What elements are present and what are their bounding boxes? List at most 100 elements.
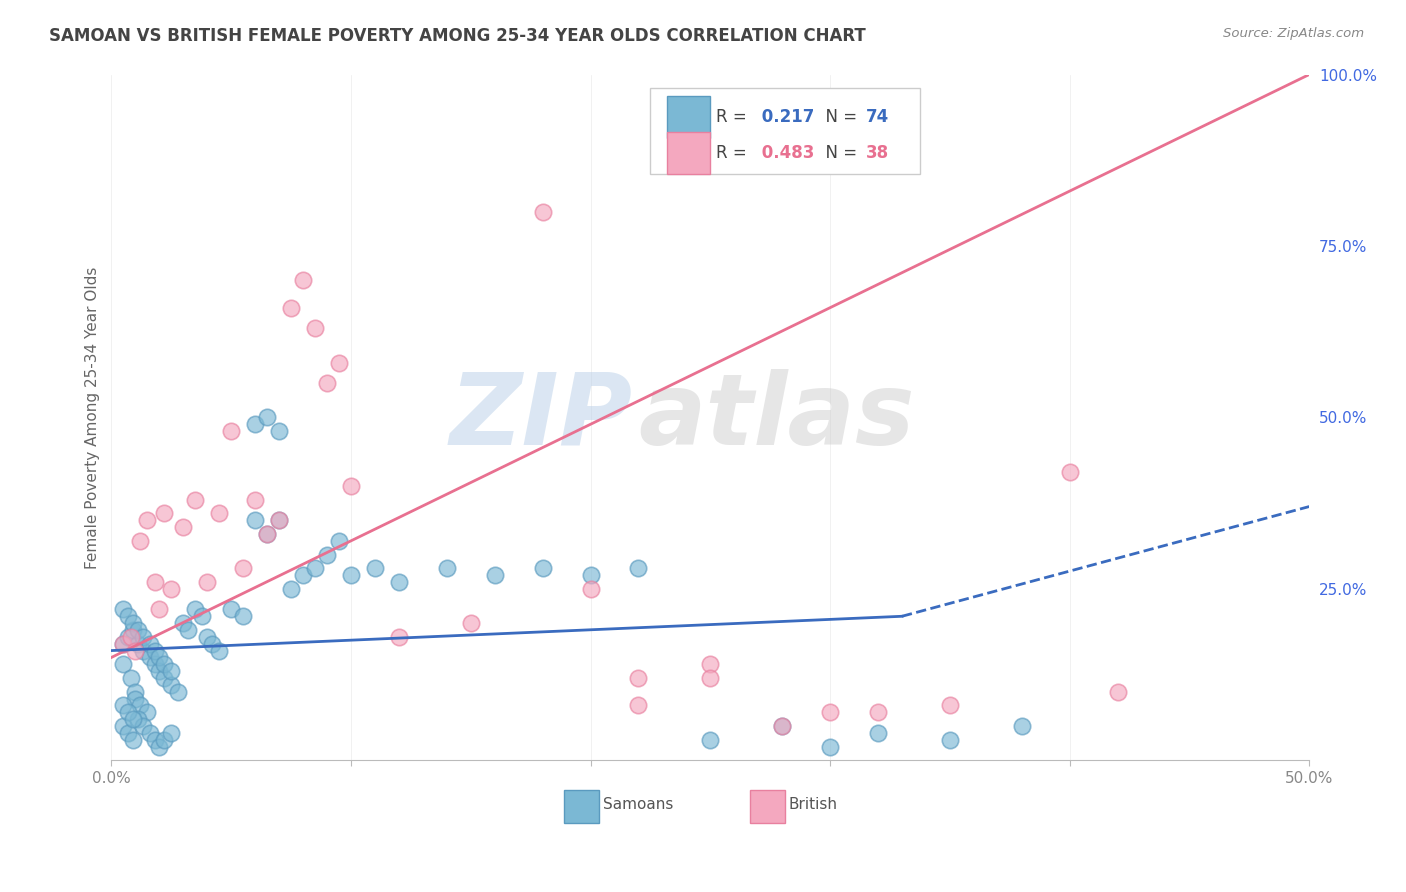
Samoans [112, 698, 135, 713]
FancyBboxPatch shape [651, 88, 920, 174]
FancyBboxPatch shape [668, 132, 710, 174]
British [269, 513, 291, 527]
British [627, 671, 650, 685]
Samoans [579, 568, 602, 582]
Y-axis label: Female Poverty Among 25-34 Year Olds: Female Poverty Among 25-34 Year Olds [86, 266, 100, 568]
Samoans [484, 568, 506, 582]
Text: N =: N = [814, 108, 862, 126]
Samoans [269, 513, 291, 527]
Text: 0.483: 0.483 [756, 145, 814, 162]
British [328, 355, 350, 369]
Samoans [122, 623, 145, 637]
Samoans [177, 623, 200, 637]
Samoans [153, 732, 176, 747]
British [304, 321, 326, 335]
Samoans [143, 643, 166, 657]
British [280, 301, 302, 315]
Samoans [627, 561, 650, 575]
Text: R =: R = [716, 108, 752, 126]
British [243, 492, 266, 507]
Samoans [112, 719, 135, 733]
Samoans [939, 732, 962, 747]
Samoans [364, 561, 387, 575]
Samoans [127, 712, 149, 726]
British [120, 630, 142, 644]
Samoans [139, 650, 162, 665]
Samoans [818, 739, 841, 754]
British [153, 507, 176, 521]
British [112, 637, 135, 651]
Samoans [117, 726, 139, 740]
British [292, 273, 315, 287]
British [579, 582, 602, 596]
Samoans [136, 706, 159, 720]
Samoans [436, 561, 458, 575]
British [219, 424, 242, 438]
British [143, 574, 166, 589]
Samoans [117, 630, 139, 644]
Text: 0.217: 0.217 [756, 108, 814, 126]
Samoans [160, 678, 183, 692]
British [184, 492, 207, 507]
British [531, 204, 554, 219]
British [208, 507, 231, 521]
British [818, 706, 841, 720]
British [866, 706, 889, 720]
Text: atlas: atlas [638, 369, 915, 466]
British [124, 643, 146, 657]
Text: R =: R = [716, 145, 752, 162]
Samoans [117, 609, 139, 624]
British [256, 527, 278, 541]
Samoans [131, 643, 153, 657]
Samoans [122, 616, 145, 631]
Samoans [316, 548, 339, 562]
Samoans [117, 706, 139, 720]
Samoans [148, 739, 170, 754]
Samoans [160, 726, 183, 740]
Samoans [201, 637, 224, 651]
Samoans [127, 637, 149, 651]
FancyBboxPatch shape [749, 789, 785, 823]
Samoans [388, 574, 411, 589]
Samoans [124, 684, 146, 698]
Samoans [292, 568, 315, 582]
Samoans [191, 609, 214, 624]
Text: Source: ZipAtlas.com: Source: ZipAtlas.com [1223, 27, 1364, 40]
British [388, 630, 411, 644]
Samoans [143, 732, 166, 747]
Samoans [195, 630, 218, 644]
Samoans [129, 698, 152, 713]
Samoans [243, 417, 266, 432]
British [172, 520, 194, 534]
British [460, 616, 482, 631]
British [316, 376, 339, 391]
Samoans [112, 602, 135, 616]
Samoans [208, 643, 231, 657]
British [232, 561, 254, 575]
Samoans [280, 582, 302, 596]
Samoans [328, 533, 350, 548]
Samoans [256, 527, 278, 541]
Samoans [167, 684, 190, 698]
Samoans [153, 671, 176, 685]
Text: N =: N = [814, 145, 862, 162]
Samoans [131, 630, 153, 644]
Samoans [256, 410, 278, 425]
Samoans [531, 561, 554, 575]
Samoans [243, 513, 266, 527]
Samoans [153, 657, 176, 672]
British [148, 602, 170, 616]
Samoans [770, 719, 793, 733]
Samoans [122, 712, 145, 726]
British [136, 513, 159, 527]
Samoans [148, 664, 170, 678]
Text: British: British [789, 797, 837, 813]
British [340, 479, 363, 493]
Text: Samoans: Samoans [603, 797, 673, 813]
British [129, 533, 152, 548]
Samoans [172, 616, 194, 631]
Samoans [143, 657, 166, 672]
Samoans [124, 691, 146, 706]
British [770, 719, 793, 733]
Text: 74: 74 [866, 108, 889, 126]
